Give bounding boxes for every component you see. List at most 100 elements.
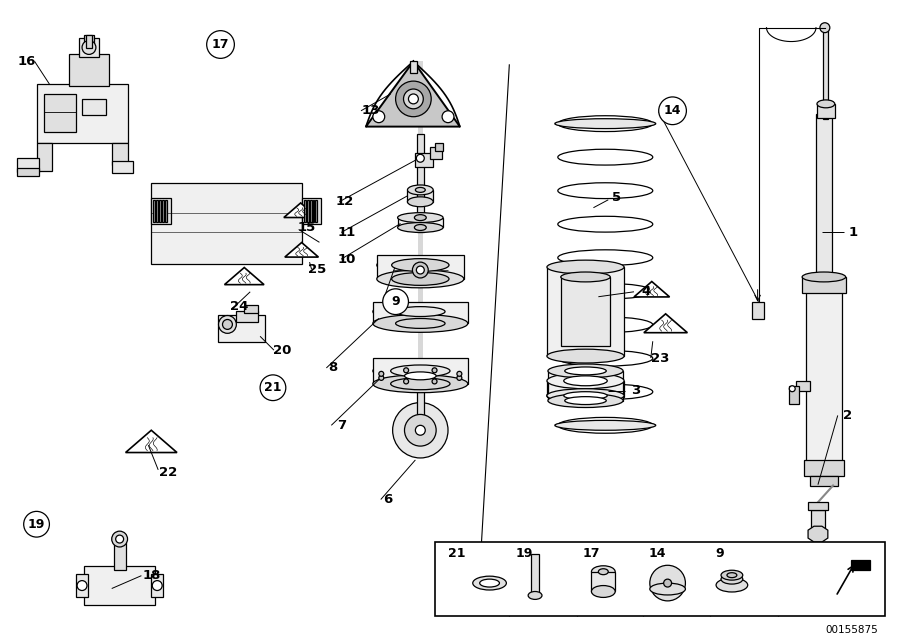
Circle shape xyxy=(379,375,383,380)
Bar xyxy=(408,190,433,202)
Text: 19: 19 xyxy=(516,548,533,560)
Ellipse shape xyxy=(548,364,623,378)
Ellipse shape xyxy=(416,188,426,192)
Text: 4: 4 xyxy=(641,286,651,298)
Bar xyxy=(237,310,258,322)
Ellipse shape xyxy=(554,420,656,431)
Ellipse shape xyxy=(563,392,608,399)
Text: 9: 9 xyxy=(392,295,400,308)
Bar xyxy=(373,358,468,384)
Ellipse shape xyxy=(547,260,624,274)
Circle shape xyxy=(650,565,686,601)
Bar xyxy=(112,144,128,165)
Ellipse shape xyxy=(561,272,610,282)
Circle shape xyxy=(416,425,426,435)
Bar xyxy=(17,158,39,172)
Text: 6: 6 xyxy=(383,493,392,506)
Text: 5: 5 xyxy=(612,191,621,204)
Ellipse shape xyxy=(547,389,624,403)
Circle shape xyxy=(116,535,123,543)
Circle shape xyxy=(432,368,437,373)
Ellipse shape xyxy=(396,319,446,328)
Text: 21: 21 xyxy=(448,548,465,560)
Circle shape xyxy=(412,262,428,278)
Circle shape xyxy=(23,511,50,537)
Ellipse shape xyxy=(591,566,616,577)
Text: 1: 1 xyxy=(849,226,858,239)
Text: 14: 14 xyxy=(649,548,666,560)
Circle shape xyxy=(409,94,419,104)
Circle shape xyxy=(442,111,454,123)
Ellipse shape xyxy=(548,394,623,408)
Polygon shape xyxy=(284,203,318,218)
Bar xyxy=(79,38,99,57)
Bar xyxy=(418,61,423,437)
Bar xyxy=(808,502,828,510)
Ellipse shape xyxy=(817,100,835,108)
Bar xyxy=(76,574,88,597)
Ellipse shape xyxy=(558,216,652,232)
Bar xyxy=(816,114,832,287)
Bar xyxy=(548,371,623,401)
Circle shape xyxy=(396,81,431,117)
Bar xyxy=(153,200,155,221)
Circle shape xyxy=(417,266,424,274)
Circle shape xyxy=(392,403,448,458)
Ellipse shape xyxy=(802,272,846,282)
Circle shape xyxy=(379,371,383,377)
Bar xyxy=(811,510,825,538)
Ellipse shape xyxy=(480,579,500,587)
Ellipse shape xyxy=(377,270,464,288)
Bar xyxy=(244,305,258,312)
Bar xyxy=(151,574,163,597)
Ellipse shape xyxy=(558,183,652,198)
Ellipse shape xyxy=(391,365,450,377)
Text: 17: 17 xyxy=(582,548,600,560)
Bar xyxy=(789,386,799,404)
Circle shape xyxy=(260,375,286,401)
Ellipse shape xyxy=(398,212,443,223)
Polygon shape xyxy=(634,282,670,297)
Ellipse shape xyxy=(721,574,742,584)
Bar xyxy=(547,381,624,397)
Text: 8: 8 xyxy=(328,361,338,375)
Ellipse shape xyxy=(392,259,449,272)
Text: 24: 24 xyxy=(230,300,248,313)
Ellipse shape xyxy=(591,586,616,597)
Bar xyxy=(218,315,265,342)
Bar xyxy=(69,55,109,86)
Bar xyxy=(17,168,39,176)
Circle shape xyxy=(82,41,96,55)
Circle shape xyxy=(403,368,409,373)
Ellipse shape xyxy=(373,315,468,333)
Bar xyxy=(303,200,306,221)
Polygon shape xyxy=(224,268,264,285)
Bar xyxy=(377,255,464,279)
Circle shape xyxy=(382,289,409,315)
Text: 20: 20 xyxy=(273,343,291,357)
Ellipse shape xyxy=(558,417,652,433)
Text: 9: 9 xyxy=(716,548,724,560)
Ellipse shape xyxy=(547,388,624,404)
Text: 15: 15 xyxy=(298,221,316,234)
Circle shape xyxy=(659,97,687,125)
Ellipse shape xyxy=(558,283,652,299)
Circle shape xyxy=(404,415,436,446)
Bar xyxy=(823,30,828,119)
Ellipse shape xyxy=(547,349,624,363)
Text: 2: 2 xyxy=(843,409,852,422)
Bar xyxy=(151,183,302,264)
Ellipse shape xyxy=(716,578,748,592)
Ellipse shape xyxy=(528,591,542,599)
Bar xyxy=(547,267,624,356)
Bar xyxy=(37,144,52,171)
Bar xyxy=(430,148,442,159)
Bar xyxy=(37,84,128,144)
Circle shape xyxy=(789,386,796,392)
Text: 14: 14 xyxy=(664,104,681,117)
Ellipse shape xyxy=(598,569,608,575)
Circle shape xyxy=(820,23,830,32)
Bar xyxy=(84,34,94,43)
Bar xyxy=(410,61,418,73)
Bar xyxy=(561,277,610,346)
